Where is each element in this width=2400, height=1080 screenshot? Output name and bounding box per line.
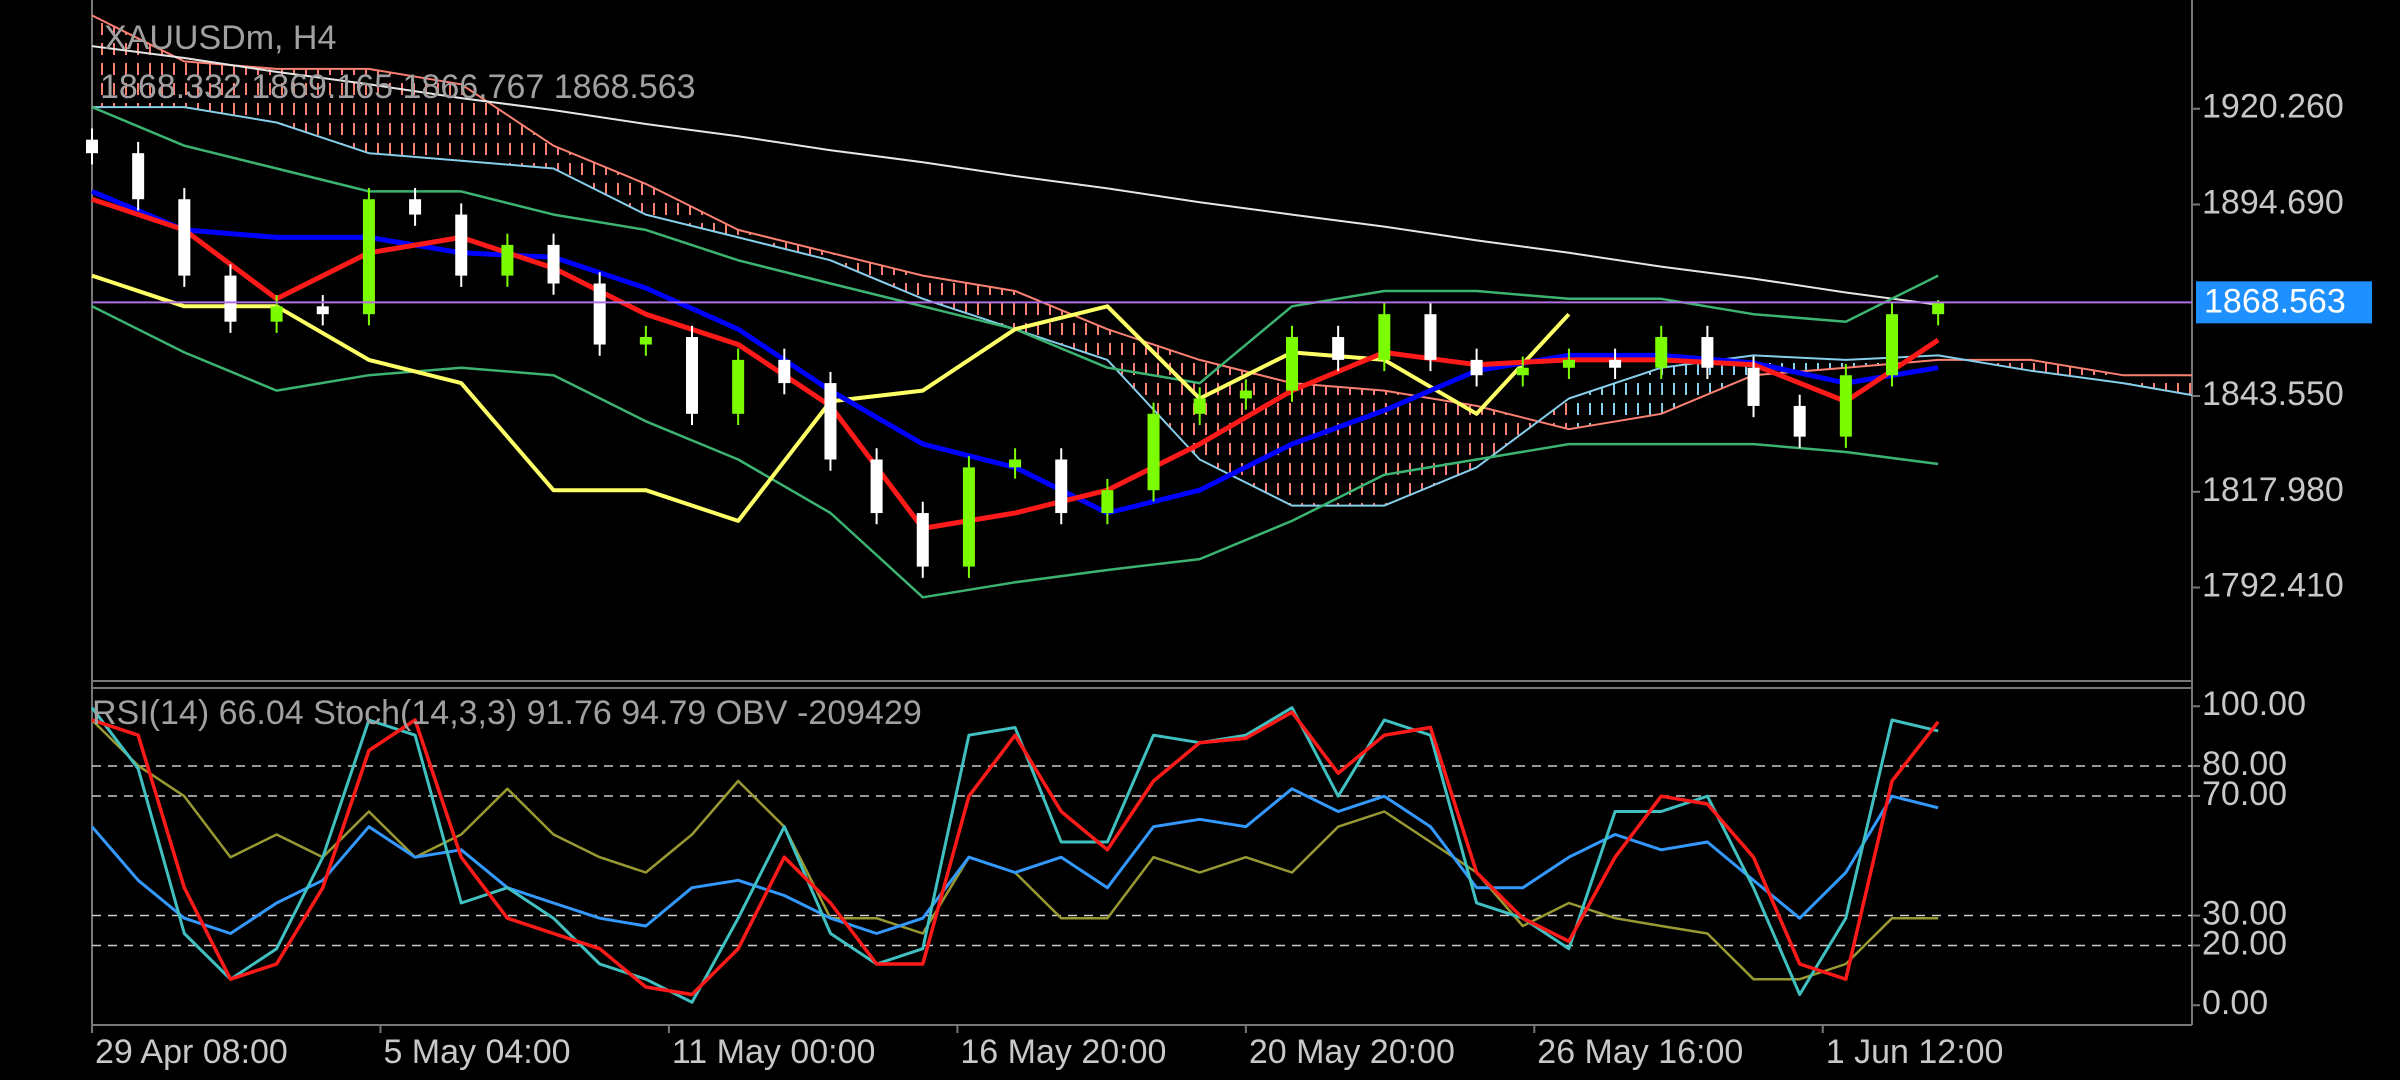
y-tick-label: 1894.690 [2202, 183, 2344, 221]
current-price-label: 1868.563 [2204, 282, 2346, 320]
candle-body [224, 275, 237, 322]
y-tick-label: 20.00 [2202, 924, 2287, 962]
candle-body [1886, 314, 1898, 376]
cloud-fill [830, 252, 923, 299]
candle-body [686, 337, 698, 414]
cloud-span-a [91, 14, 2192, 431]
candle-body [1055, 459, 1068, 514]
x-tick-label: 11 May 00:00 [672, 1033, 876, 1071]
y-tick-label: 0.00 [2202, 984, 2268, 1022]
candle-body [501, 244, 514, 276]
y-tick-label: 30.00 [2202, 895, 2287, 933]
candle-body [1516, 367, 1529, 376]
candle-body [1470, 359, 1483, 376]
candle-body [1147, 413, 1160, 491]
indicator-title: RSI(14) 66.04 Stoch(14,3,3) 91.76 94.79 … [92, 694, 922, 732]
candle-body [1009, 459, 1022, 468]
cloud-fill [1661, 355, 1754, 414]
candle-body [1332, 337, 1345, 360]
x-tick-label: 20 May 20:00 [1249, 1033, 1455, 1071]
candle-body [593, 283, 606, 345]
candle-body [732, 359, 745, 414]
candle-body [778, 359, 791, 384]
y-tick-label: 1817.980 [2202, 471, 2344, 509]
candle-body [916, 513, 929, 567]
candle-body [1286, 337, 1298, 391]
y-tick-label: 80.00 [2202, 745, 2287, 783]
y-tick-label: 100.00 [2202, 685, 2306, 723]
cloud-fill [1568, 367, 1662, 430]
candle-body [86, 139, 98, 154]
cloud-fill [1199, 359, 1292, 506]
candle-body [132, 153, 145, 200]
x-tick-label: 5 May 04:00 [383, 1033, 570, 1071]
x-tick-label: 1 Jun 12:00 [1826, 1033, 2004, 1071]
candle-body [1932, 302, 1945, 315]
oscillator-line [91, 710, 1940, 997]
cloud-fill [461, 84, 554, 169]
candle-body [962, 467, 975, 567]
indicator-line [91, 45, 1939, 306]
candle-body [1609, 359, 1622, 368]
candle-body [1839, 375, 1852, 437]
x-tick-label: 29 Apr 08:00 [95, 1033, 288, 1071]
y-tick-label: 1920.260 [2202, 88, 2344, 126]
candle-body [639, 337, 652, 345]
cloud-fill [1292, 383, 1385, 506]
candle-body [1193, 398, 1206, 414]
candle-body [178, 199, 191, 276]
candle-body [409, 199, 422, 215]
cloud-fill [368, 68, 462, 161]
indicator-line [91, 196, 1940, 531]
cloud-fill [2030, 359, 2123, 384]
candle-body [1793, 405, 1806, 437]
cloud-fill [553, 145, 646, 215]
candle-body [455, 214, 468, 276]
candle-body [362, 199, 375, 315]
candle-body [1655, 337, 1668, 368]
cloud-fill [738, 229, 831, 261]
candle-body [270, 306, 283, 322]
candle-body [1747, 367, 1760, 406]
candle-body [1378, 314, 1391, 360]
current-price-box [2196, 281, 2372, 324]
cloud-fill [276, 68, 369, 154]
ohlc-readout: 1868.332 1869.165 1866.767 1868.563 [100, 68, 696, 106]
cloud-fill [92, 15, 185, 108]
candle-body [1239, 390, 1252, 399]
cloud-fill [184, 61, 277, 123]
indicator-line [91, 305, 1939, 599]
candle-body [1101, 490, 1114, 514]
x-tick-label: 26 May 16:00 [1537, 1033, 1743, 1071]
y-tick-label: 70.00 [2202, 775, 2287, 813]
candle-body [870, 459, 883, 514]
candle-body [1424, 314, 1437, 360]
cloud-fill [1107, 329, 1200, 460]
cloud-fill [2122, 375, 2192, 396]
candle-body [547, 244, 560, 284]
candle-body [1562, 359, 1575, 368]
x-tick-label: 16 May 20:00 [960, 1033, 1166, 1071]
y-tick-label: 1792.410 [2202, 567, 2344, 605]
candle-body [1701, 337, 1714, 368]
candle-body [316, 306, 329, 315]
y-tick-label: 1843.550 [2202, 375, 2344, 413]
cloud-fill [1015, 290, 1108, 360]
candle-body [824, 383, 837, 460]
chart-title: XAUUSDm, H4 [104, 19, 336, 57]
cloud-fill [645, 183, 739, 238]
